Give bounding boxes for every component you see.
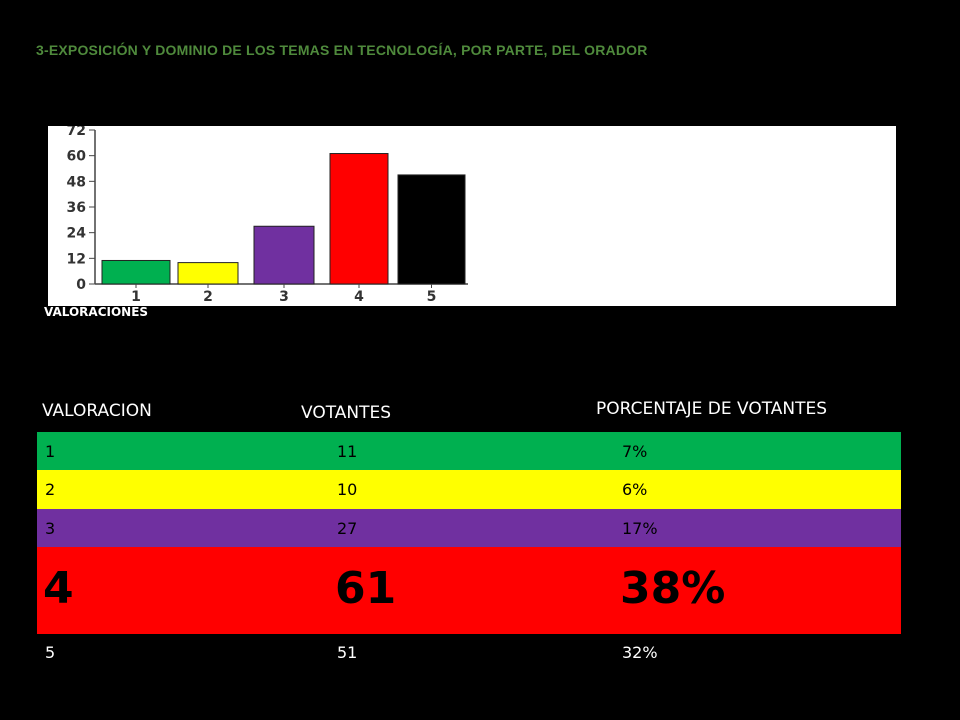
bar-5: [397, 174, 466, 285]
cell-porcentaje: 32%: [622, 643, 658, 662]
votes-table: 1 11 7% 2 10 6% 3 27 17% 4 61 38% 5 51 3…: [37, 432, 901, 672]
y-tick-label: 48: [67, 174, 86, 190]
x-axis-title: VALORACIONES: [44, 305, 149, 319]
cell-votantes: 51: [337, 643, 358, 662]
cell-valoracion: 4: [43, 563, 74, 614]
bar-4: [329, 153, 389, 285]
header-valoracion: VALORACION: [42, 401, 152, 421]
bar-1: [101, 259, 171, 285]
cell-votantes: 10: [337, 480, 358, 499]
page-title: 3-EXPOSICIÓN Y DOMINIO DE LOS TEMAS EN T…: [36, 42, 648, 58]
bar-2: [177, 262, 239, 285]
cell-votantes: 61: [335, 563, 397, 614]
y-tick-label: 12: [67, 251, 86, 267]
cell-porcentaje: 7%: [622, 442, 648, 461]
x-tick-label: 2: [203, 289, 213, 305]
bar-3: [253, 225, 315, 285]
table-row-5: 5 51 32%: [37, 634, 901, 672]
cell-valoracion: 2: [45, 480, 56, 499]
cell-porcentaje: 17%: [622, 519, 658, 538]
cell-porcentaje: 6%: [622, 480, 648, 499]
header-votantes: VOTANTES: [301, 403, 392, 423]
x-tick-label: 4: [354, 289, 364, 305]
table-row-3: 3 27 17%: [37, 509, 901, 547]
y-tick-label: 60: [67, 149, 87, 165]
table-row-1: 1 11 7%: [37, 432, 901, 470]
x-tick-label: 5: [427, 289, 437, 305]
table-row-2: 2 10 6%: [37, 470, 901, 509]
header-porcentaje: PORCENTAJE DE VOTANTES: [596, 399, 828, 419]
cell-porcentaje: 38%: [620, 563, 726, 614]
y-tick-label: 72: [67, 126, 86, 139]
cell-valoracion: 5: [45, 643, 56, 662]
y-tick-label: 24: [67, 226, 87, 242]
cell-valoracion: 1: [45, 442, 56, 461]
y-tick-label: 36: [67, 200, 86, 216]
y-tick-label: 0: [76, 277, 86, 293]
x-tick-label: 1: [131, 289, 141, 305]
cell-votantes: 11: [337, 442, 358, 461]
bar-chart: 0 12 24 36 48 60 72 1 2 3 4 5: [48, 126, 896, 306]
table-row-4: 4 61 38%: [37, 547, 901, 634]
x-tick-label: 3: [279, 289, 289, 305]
cell-valoracion: 3: [45, 519, 56, 538]
cell-votantes: 27: [337, 519, 358, 538]
